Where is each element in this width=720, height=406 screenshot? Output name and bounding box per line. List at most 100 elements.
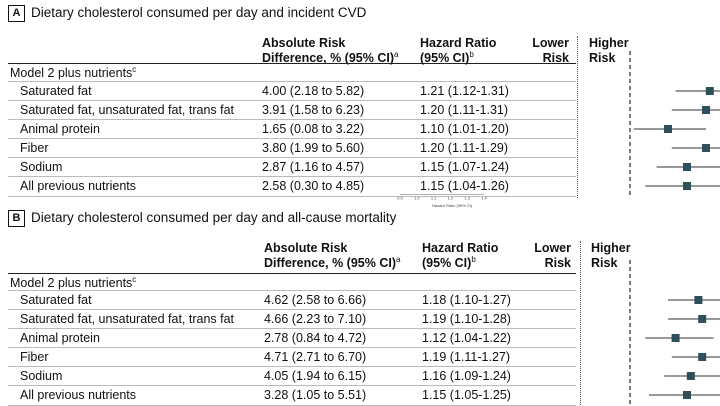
- absolute-risk-value: 3.91 (1.58 to 6.23): [262, 103, 365, 117]
- mini-axis-tick-label: 1.3: [464, 196, 470, 201]
- hr-marker: [683, 391, 691, 399]
- table-row: Fiber 4.71 (2.71 to 6.70) 1.19 (1.11-1.27): [8, 347, 576, 367]
- higher-risk-text: Higher Risk: [591, 241, 631, 270]
- row-label: Saturated fat, unsaturated fat, trans fa…: [20, 312, 235, 326]
- footnote-a: a: [395, 255, 401, 264]
- panel-letter: B: [8, 210, 25, 227]
- hr-marker: [671, 334, 680, 342]
- panel-title: B Dietary cholesterol consumed per day an…: [8, 210, 396, 227]
- table-row: All previous nutrients 2.58 (0.30 to 4.85…: [8, 176, 576, 197]
- header-hazard-ratio-text: Hazard Ratio (95% CI): [420, 36, 497, 65]
- panel-letter: A: [8, 5, 25, 22]
- mini-axis-tick-label: 1.0: [414, 196, 420, 201]
- hr-marker: [694, 296, 703, 304]
- table-row: All previous nutrients 3.28 (1.05 to 5.51…: [8, 385, 576, 406]
- row-label: Animal protein: [20, 331, 100, 345]
- row-label: Fiber: [20, 141, 49, 155]
- hazard-ratio-value: 1.19 (1.11-1.27): [422, 350, 511, 364]
- row-label: All previous nutrients: [20, 388, 137, 402]
- table-row: Sodium 2.87 (1.16 to 4.57) 1.15 (1.07-1.24…: [8, 157, 576, 177]
- footnote-c: c: [132, 65, 137, 74]
- absolute-risk-value: 4.00 (2.18 to 5.82): [262, 84, 365, 98]
- hazard-ratio-value: 1.20 (1.11-1.31): [420, 103, 509, 117]
- panel-title: A Dietary cholesterol consumed per day an…: [8, 5, 366, 22]
- higher-risk-label: Higher Risk: [589, 36, 629, 66]
- group-label: Model 2 plus nutrientsc: [10, 65, 137, 81]
- hazard-ratio-value: 1.15 (1.05-1.25): [422, 388, 511, 402]
- table-row: Saturated fat 4.00 (2.18 to 5.82) 1.21 (1.…: [8, 81, 576, 101]
- higher-risk-label: Higher Risk: [591, 241, 631, 271]
- row-label: All previous nutrients: [20, 179, 137, 193]
- absolute-risk-value: 1.65 (0.08 to 3.22): [262, 122, 365, 136]
- lower-risk-label: Lower Risk: [522, 36, 569, 66]
- forest-separator: [577, 36, 578, 198]
- group-label: Model 2 plus nutrientsc: [10, 275, 137, 291]
- absolute-risk-value: 4.62 (2.58 to 6.66): [264, 293, 367, 307]
- hazard-ratio-value: 1.21 (1.12-1.31): [420, 84, 509, 98]
- table-row: Animal protein 1.65 (0.08 to 3.22) 1.10 (1…: [8, 119, 576, 139]
- forest-plot-svg: [629, 260, 720, 404]
- row-label: Animal protein: [20, 122, 100, 136]
- hazard-ratio-value: 1.12 (1.04-1.22): [422, 331, 511, 345]
- absolute-risk-value: 4.71 (2.71 to 6.70): [264, 350, 367, 364]
- panel-a: A Dietary cholesterol consumed per day an…: [0, 0, 720, 208]
- lower-risk-text: Lower Risk: [534, 241, 571, 270]
- header-absolute-risk: Absolute Risk Difference, % (95% CI)a: [264, 241, 400, 271]
- forest-plot: [580, 51, 720, 195]
- table-row: Fiber 3.80 (1.99 to 5.60) 1.20 (1.11-1.29): [8, 138, 576, 158]
- table-row: Saturated fat, unsaturated fat, trans fa…: [8, 100, 576, 120]
- hr-marker: [702, 106, 710, 114]
- row-label: Fiber: [20, 350, 49, 364]
- lower-risk-text: Lower Risk: [532, 36, 569, 65]
- header-absolute-risk-text: Absolute Risk Difference, % (95% CI): [264, 241, 396, 270]
- mini-axis-title: Hazard Ratio (95% CI): [432, 203, 473, 208]
- footnote-b: b: [471, 255, 476, 264]
- hr-marker: [702, 144, 710, 152]
- row-label: Saturated fat: [20, 84, 92, 98]
- hazard-ratio-value: 1.15 (1.07-1.24): [420, 160, 509, 174]
- absolute-risk-value: 2.87 (1.16 to 4.57): [262, 160, 365, 174]
- footnote-b: b: [469, 50, 474, 59]
- hazard-ratio-value: 1.10 (1.01-1.20): [420, 122, 509, 136]
- hr-marker: [705, 87, 714, 95]
- hazard-ratio-value: 1.15 (1.04-1.26): [420, 179, 509, 193]
- forest-separator: [580, 241, 581, 405]
- mini-axis-tick-label: 1.2: [448, 196, 454, 201]
- table-row: Saturated fat 4.62 (2.58 to 6.66) 1.18 (1.…: [8, 290, 576, 310]
- row-label: Sodium: [20, 369, 63, 383]
- panel-title-text: Dietary cholesterol consumed per day and…: [31, 5, 367, 20]
- absolute-risk-value: 3.28 (1.05 to 5.51): [264, 388, 367, 402]
- hazard-ratio-value: 1.19 (1.10-1.28): [422, 312, 511, 326]
- hr-marker: [686, 372, 695, 380]
- absolute-risk-value: 4.66 (2.23 to 7.10): [264, 312, 367, 326]
- row-label: Saturated fat, unsaturated fat, trans fa…: [20, 103, 235, 117]
- table-row: Sodium 4.05 (1.94 to 6.15) 1.16 (1.09-1.24…: [8, 366, 576, 386]
- table-row: Saturated fat, unsaturated fat, trans fa…: [8, 309, 576, 329]
- absolute-risk-value: 2.58 (0.30 to 4.85): [262, 179, 365, 193]
- header-rule: [8, 63, 576, 64]
- hr-marker: [664, 125, 672, 133]
- lower-risk-label: Lower Risk: [524, 241, 571, 271]
- absolute-risk-value: 3.80 (1.99 to 5.60): [262, 141, 365, 155]
- forest-plot: [580, 260, 720, 404]
- header-rule: [8, 273, 576, 274]
- table-row: Animal protein 2.78 (0.84 to 4.72) 1.12 (1…: [8, 328, 576, 348]
- panel-b: B Dietary cholesterol consumed per day an…: [0, 205, 720, 406]
- footnote-a: a: [393, 50, 399, 59]
- header-hazard-ratio: Hazard Ratio (95% CI)b: [422, 241, 498, 271]
- hazard-ratio-value: 1.18 (1.10-1.27): [422, 293, 511, 307]
- row-label: Sodium: [20, 160, 63, 174]
- forest-plot-svg: [629, 51, 720, 195]
- hazard-ratio-value: 1.16 (1.09-1.24): [422, 369, 511, 383]
- absolute-risk-value: 4.05 (1.94 to 6.15): [264, 369, 367, 383]
- header-hazard-ratio: Hazard Ratio (95% CI)b: [420, 36, 496, 66]
- hazard-ratio-value: 1.20 (1.11-1.29): [420, 141, 509, 155]
- footnote-c: c: [132, 275, 137, 284]
- hr-marker: [698, 315, 707, 323]
- hr-marker: [683, 182, 691, 190]
- higher-risk-text: Higher Risk: [589, 36, 629, 65]
- mini-axis-tick-label: 1.1: [431, 196, 437, 201]
- header-absolute-risk-text: Absolute Risk Difference, % (95% CI): [262, 36, 394, 65]
- hr-marker: [698, 353, 707, 361]
- mini-axis-tick-label: 1.4: [481, 196, 487, 201]
